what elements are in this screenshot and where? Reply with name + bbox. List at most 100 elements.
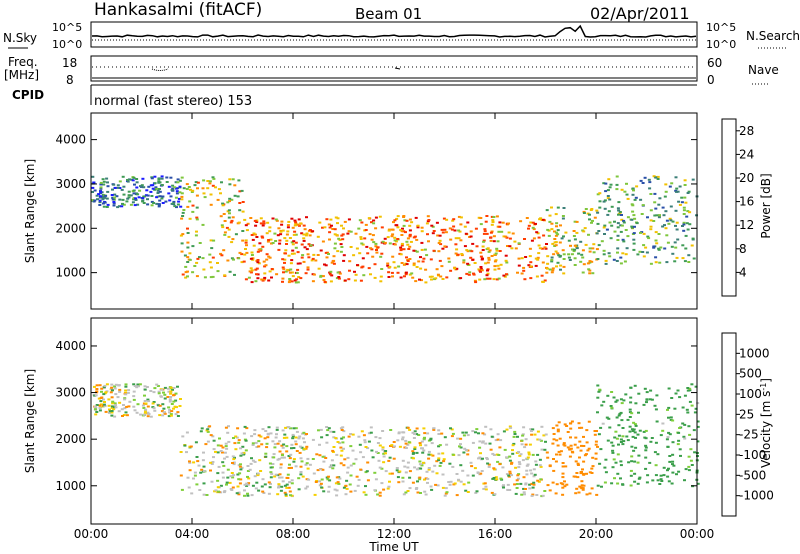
scatter-cell-2 <box>244 239 248 242</box>
scatter-cell-3 <box>558 241 562 244</box>
scatter-cell-0 <box>125 414 129 417</box>
scatter-cell-0 <box>106 190 110 193</box>
scatter-cell-4 <box>675 228 679 231</box>
scatter-cell-1 <box>432 428 436 431</box>
scatter-cell-3 <box>596 484 600 487</box>
scatter-cell-1 <box>221 202 225 205</box>
scatter-cell-1 <box>498 463 502 466</box>
scatter-cell-1 <box>201 459 205 462</box>
scatter-cell-2 <box>373 276 377 279</box>
scatter-cell-4 <box>664 227 668 230</box>
scatter-cell-2 <box>264 264 268 267</box>
scatter-cell-1 <box>332 446 336 448</box>
scatter-cell-2 <box>507 231 511 234</box>
scatter-cell-1 <box>360 430 364 433</box>
scatter-cell-1 <box>539 439 543 442</box>
scatter-cell-3 <box>692 429 696 432</box>
scatter-cell-2 <box>459 223 463 226</box>
scatter-cell-3 <box>688 387 692 390</box>
scatter-cell-1 <box>487 465 491 468</box>
scatter-cell-0 <box>103 201 107 204</box>
scatter-cell-3 <box>547 234 551 237</box>
scatter-cell-2 <box>517 264 521 267</box>
scatter-cell-1 <box>478 456 482 459</box>
scatter-cell-1 <box>426 477 430 480</box>
scatter-cell-2 <box>577 491 581 494</box>
scatter-cell-4 <box>670 182 674 185</box>
scatter-cell-2 <box>386 236 390 239</box>
scatter-cell-2 <box>346 232 350 235</box>
scatter-cell-1 <box>282 436 286 439</box>
scatter-cell-3 <box>666 408 669 411</box>
scatter-cell-3 <box>619 438 623 441</box>
scatter-cell-2 <box>358 219 362 222</box>
scatter-cell-1 <box>325 426 329 428</box>
scatter-cell-0 <box>101 178 105 181</box>
scatter-cell-4 <box>683 196 687 199</box>
scatter-cell-1 <box>245 484 249 487</box>
scatter-cell-2 <box>474 227 478 230</box>
scatter-cell-2 <box>444 231 448 234</box>
scatter-cell-2 <box>471 258 475 261</box>
scatter-cell-1 <box>443 494 447 497</box>
scatter-cell-1 <box>200 468 204 471</box>
scatter-cell-3 <box>619 460 623 463</box>
scatter-cell-0 <box>157 180 161 183</box>
scatter-cell-3 <box>588 260 592 263</box>
scatter-cell-2 <box>282 271 285 274</box>
scatter-cell-1 <box>307 478 311 481</box>
scatter-cell-2 <box>481 245 485 248</box>
scatter-cell-1 <box>216 479 220 482</box>
power-data-cells <box>91 175 699 284</box>
scatter-cell-1 <box>219 450 223 452</box>
scatter-cell-0 <box>168 400 172 403</box>
scatter-cell-2 <box>545 243 548 245</box>
scatter-cell-2 <box>301 254 305 257</box>
scatter-cell-4 <box>658 197 662 200</box>
scatter-cell-1 <box>210 247 214 250</box>
scatter-cell-2 <box>585 472 588 475</box>
scatter-cell-2 <box>265 253 269 256</box>
scatter-cell-1 <box>370 449 374 452</box>
scatter-cell-0 <box>146 411 150 414</box>
scatter-cell-3 <box>575 231 579 234</box>
scatter-cell-0 <box>166 396 170 398</box>
scatter-cell-1 <box>332 430 336 433</box>
scatter-cell-0 <box>99 192 103 195</box>
scatter-cell-1 <box>335 489 339 492</box>
scatter-cell-4 <box>684 234 688 237</box>
scatter-cell-1 <box>494 439 498 442</box>
scatter-cell-2 <box>497 277 501 280</box>
scatter-cell-1 <box>501 466 505 469</box>
scatter-cell-2 <box>520 257 524 260</box>
scatter-cell-1 <box>227 235 231 238</box>
scatter-cell-4 <box>616 207 620 210</box>
scatter-cell-0 <box>138 383 142 386</box>
scatter-cell-3 <box>636 461 640 464</box>
scatter-cell-1 <box>231 238 235 241</box>
scatter-cell-0 <box>133 183 136 186</box>
scatter-cell-1 <box>464 489 468 492</box>
scatter-cell-0 <box>114 393 118 396</box>
scatter-cell-3 <box>595 232 599 235</box>
scatter-cell-1 <box>279 463 283 466</box>
scatter-cell-2 <box>354 273 358 276</box>
scatter-cell-2 <box>396 226 400 229</box>
scatter-cell-0 <box>147 413 151 415</box>
scatter-cell-2 <box>391 228 395 231</box>
scatter-cell-1 <box>243 494 246 497</box>
scatter-cell-1 <box>183 444 187 447</box>
scatter-cell-1 <box>520 443 524 446</box>
scatter-cell-3 <box>659 434 663 437</box>
scatter-cell-4 <box>615 260 619 262</box>
scatter-cell-2 <box>508 245 512 248</box>
scatter-cell-3 <box>613 436 617 439</box>
scatter-cell-1 <box>349 464 353 467</box>
scatter-cell-2 <box>261 279 265 282</box>
scatter-cell-1 <box>254 487 258 490</box>
scatter-cell-0 <box>161 414 165 417</box>
scatter-cell-1 <box>231 216 235 219</box>
scatter-cell-1 <box>292 427 296 430</box>
scatter-cell-1 <box>415 433 419 436</box>
scatter-cell-0 <box>110 414 114 417</box>
